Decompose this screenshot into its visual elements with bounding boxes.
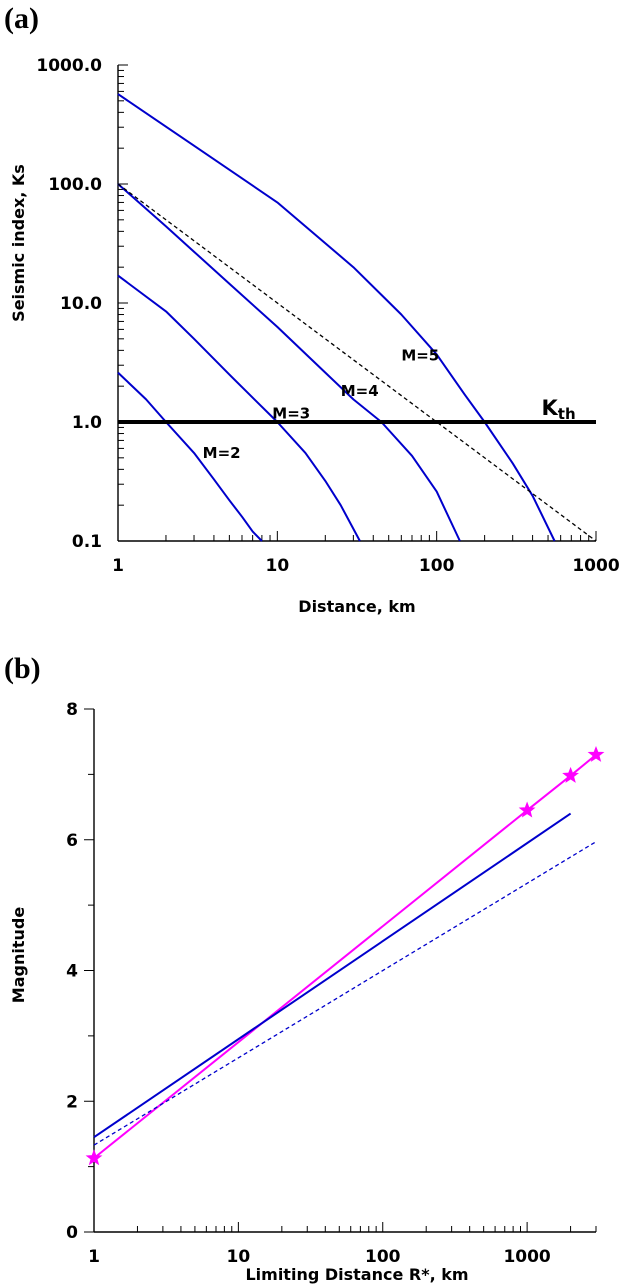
panel-a-ylabel: Seismic index, Ks <box>9 164 28 322</box>
panel-b-star-point <box>85 1149 103 1166</box>
panel-b-y-tick-label: 4 <box>66 962 78 982</box>
panel-a-label: (a) <box>4 2 39 35</box>
panel-a-xlabel: Distance, km <box>298 597 415 616</box>
panel-b-x-tick-label: 1000 <box>503 1247 550 1267</box>
panel-b-star-point <box>562 766 580 783</box>
panel-a-y-tick-label: 10.0 <box>60 294 102 314</box>
panel-b-x-tick-label: 10 <box>227 1247 251 1267</box>
panel-b-star-point <box>518 801 536 818</box>
panel-a-line-m-4 <box>117 183 461 542</box>
panel-b-line-series-1 <box>93 812 572 1139</box>
panel-b: (b) Magnitude Limiting Distance R*, km 1… <box>4 652 605 1284</box>
panel-a-y-tick-label: 1000.0 <box>36 56 102 76</box>
panel-b-y-tick-label: 2 <box>66 1092 78 1112</box>
panel-a-y-tick-label: 0.1 <box>72 532 102 552</box>
panel-a-line-m-3 <box>117 274 361 542</box>
panel-b-y-tick-label: 8 <box>66 700 78 720</box>
panel-a-annotation-m-4: M=4 <box>341 382 379 400</box>
panel-a-x-tick-label: 10 <box>265 556 289 576</box>
panel-b-y-tick-label: 6 <box>66 831 78 851</box>
panel-a-y-tick-label: 1.0 <box>72 413 102 433</box>
panel-b-y-tick-label: 0 <box>66 1223 78 1243</box>
panel-b-line-series-0 <box>93 754 597 1159</box>
panel-a-x-tick-label: 1000 <box>572 556 619 576</box>
panel-b-label: (b) <box>4 652 41 685</box>
panel-b-xlabel: Limiting Distance R*, km <box>245 1265 468 1284</box>
panel-a-x-tick-label: 1 <box>112 556 124 576</box>
panel-a-annotation-m-3: M=3 <box>272 405 310 423</box>
panel-b-ylabel: Magnitude <box>9 907 28 1004</box>
panel-a-x-tick-label: 100 <box>419 556 455 576</box>
panel-a-y-tick-label: 100.0 <box>48 175 102 195</box>
panel-a-annotation-m-2: M=2 <box>203 444 241 462</box>
panel-a-line-series-4 <box>117 183 597 542</box>
panel-a-line-m-2 <box>117 371 263 542</box>
panel-b-star-point <box>587 745 605 762</box>
panel-a: (a) Seismic index, Ks Distance, km 1 10 10… <box>4 2 620 616</box>
panel-a-kth-label: Kth <box>542 396 576 423</box>
panel-a-annotation-m-5: M=5 <box>401 346 439 364</box>
panel-b-x-tick-label: 1 <box>88 1247 100 1267</box>
panel-b-line-series-2 <box>93 841 597 1146</box>
panel-a-line-m-5 <box>117 93 556 542</box>
panel-b-x-tick-label: 100 <box>365 1247 401 1267</box>
